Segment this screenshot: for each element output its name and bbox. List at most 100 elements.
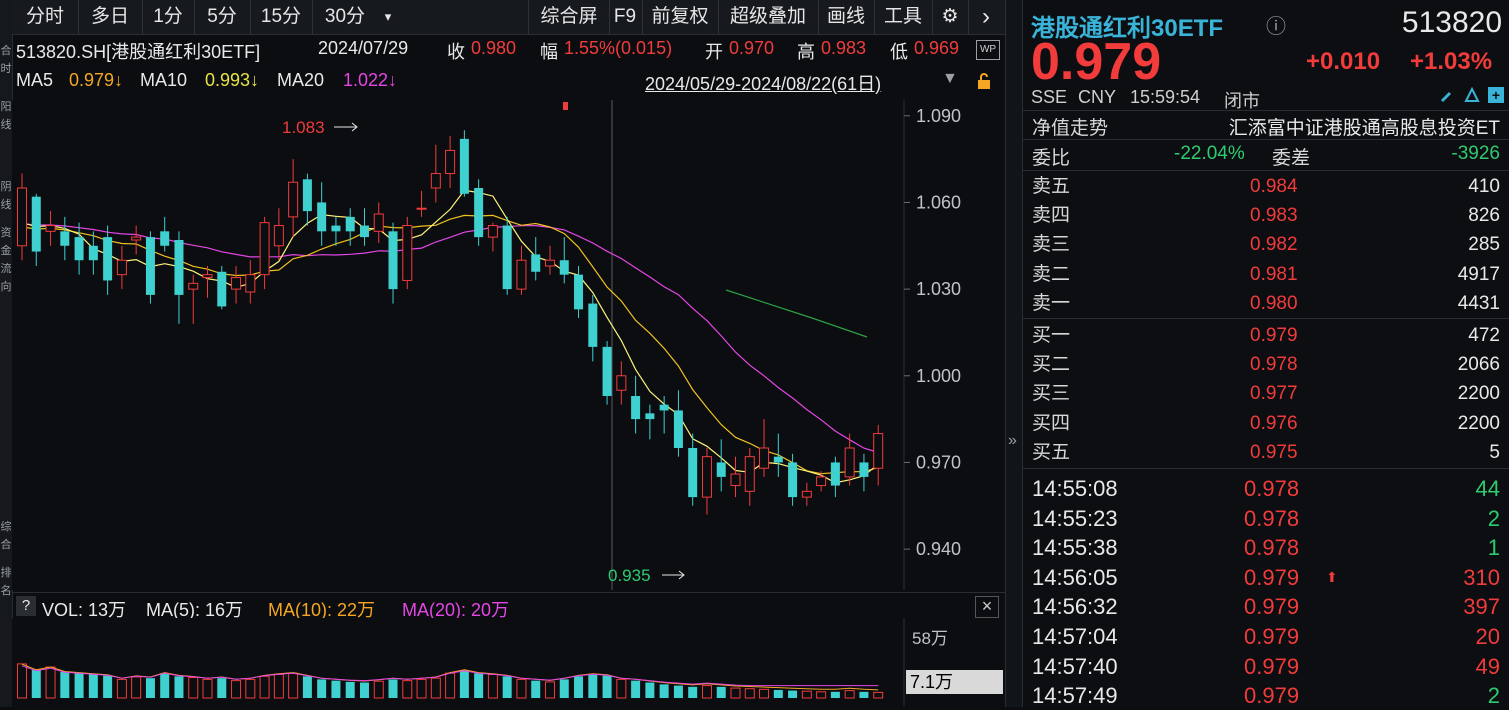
volume-bar [145,678,155,698]
weibi-value: -22.04% [1174,143,1245,164]
bid-row[interactable]: 买三 0.977 2200 [1006,379,1509,408]
bid-price: 0.976 [1250,412,1298,434]
tab-15min[interactable]: 15分 [250,0,313,34]
volume-bar [759,688,770,699]
bid-row[interactable]: 买四 0.976 2200 [1006,409,1509,438]
trade-time: 14:56:32 [1032,594,1118,620]
volume-ma5: MA(5): 16万 [146,600,244,620]
tab-intraday[interactable]: 分时 [12,0,79,34]
candle-body [574,274,584,310]
tab-multiday[interactable]: 多日 [78,0,143,34]
side-tab-char[interactable]: 排 [0,567,12,579]
side-tab-char[interactable]: 合 [0,45,12,57]
volume-ma20-line [21,665,879,687]
volume-bar [844,690,855,699]
tool-super-overlay[interactable]: 超级叠加 [718,0,819,34]
bid-row[interactable]: 买五 0.975 5 [1006,438,1509,467]
candle-body [17,187,27,247]
side-tab-char[interactable]: 阳 [0,101,12,113]
side-tab-char[interactable]: 资 [0,227,12,239]
date-range[interactable]: 2024/05/29-2024/08/22(61日) [645,74,882,94]
side-tab-char[interactable]: 向 [0,281,12,293]
volume-bar [317,679,327,698]
ask-row[interactable]: 卖一 0.980 4431 [1006,289,1509,318]
ask-price: 0.983 [1250,205,1298,227]
tab-1min[interactable]: 1分 [142,0,195,34]
trade-price: 0.979 [1244,624,1300,649]
candle-body [116,259,127,276]
period-dropdown-icon[interactable]: ▾ [384,9,392,24]
close-icon[interactable]: × [975,596,999,618]
volume-bar [531,680,541,698]
price-change: +0.010 [1306,48,1381,75]
trade-volume: 2 [1487,683,1500,709]
volume-bar [60,671,70,698]
bid-label: 买二 [1032,354,1071,376]
side-tab-char[interactable]: 线 [0,199,12,211]
candle-body [217,271,227,307]
bid-row[interactable]: 买二 0.978 2066 [1006,350,1509,379]
candle-body [730,473,741,487]
bid-volume: 2066 [1457,354,1500,376]
side-tab-char[interactable]: 合 [0,539,12,551]
side-tab-char[interactable]: 金 [0,245,12,257]
expand-panel-icon[interactable]: » [1008,432,1017,449]
trade-price: 0.978 [1244,476,1300,501]
help-icon[interactable]: ? [16,596,36,616]
ask-row[interactable]: 卖四 0.983 826 [1006,201,1509,230]
trade-time: 14:55:23 [1032,505,1118,531]
ma5-label: MA5 [16,70,54,90]
edit-icon[interactable] [1438,87,1454,103]
quote-time: 15:59:54 [1130,87,1201,107]
tab-5min[interactable]: 5分 [194,0,251,34]
candlestick-chart[interactable]: 1.090 1.060 1.030 1.000 0.970 0.940 1.083 0.935 [12,100,1005,590]
side-tab-char[interactable]: 阴 [0,181,12,193]
volume-bar [502,676,512,698]
side-tab-char[interactable]: 流 [0,263,12,275]
low-label: 低 [890,42,908,62]
tool-tools[interactable]: 工具 [874,0,933,34]
ask-price: 0.982 [1250,234,1298,256]
gear-icon[interactable]: ⚙ [932,0,969,34]
tool-drawing[interactable]: 画线 [818,0,875,34]
volume-bar [402,680,413,699]
candle-body [317,202,327,232]
volume-bar [673,685,683,698]
lock-icon[interactable] [976,72,992,90]
candle-body [188,282,199,290]
volume-chart[interactable]: 58万 7.1万 [12,618,1005,707]
tool-overview-screen[interactable]: 综合屏 [528,0,610,34]
side-tab-char[interactable]: 时 [0,63,12,75]
tool-forward-adjust[interactable]: 前复权 [642,0,719,34]
volume-bar [688,686,698,698]
close-label: 收 [447,42,465,62]
tab-30min[interactable]: 30分 [324,6,366,27]
side-tab-char[interactable]: 名 [0,585,12,597]
wp-icon[interactable]: WP [976,40,1000,60]
side-tab-char[interactable]: 线 [0,119,12,131]
bid-row[interactable]: 买一 0.979 472 [1006,321,1509,350]
ask-row[interactable]: 卖五 0.984 410 [1006,172,1509,201]
ask-label: 卖三 [1032,234,1071,256]
volume-bar [602,675,612,698]
add-watchlist-icon[interactable]: + [1488,87,1504,103]
low-marker-arrow [662,570,685,580]
volume-bar [859,691,869,698]
info-icon[interactable]: ⓘ [1266,16,1286,38]
alert-icon[interactable] [1464,86,1480,103]
range-dropdown-icon[interactable]: ▼ [942,70,958,87]
chevron-right-icon[interactable]: › [982,3,990,30]
ask-row[interactable]: 卖二 0.981 4917 [1006,260,1509,289]
candle-body [631,396,641,420]
ask-row[interactable]: 卖三 0.982 285 [1006,230,1509,259]
volume-bar [816,691,827,699]
y-tick-label: 0.970 [916,452,961,472]
nav-trend-link[interactable]: 净值走势 [1032,118,1109,139]
side-tab-char[interactable]: 综 [0,521,12,533]
bid-price: 0.978 [1250,354,1298,376]
tool-f9[interactable]: F9 [608,0,643,34]
trade-time: 14:55:08 [1032,476,1118,501]
bid-volume: 472 [1468,325,1500,346]
candle-body [373,213,384,232]
trade-volume: 44 [1475,476,1500,501]
